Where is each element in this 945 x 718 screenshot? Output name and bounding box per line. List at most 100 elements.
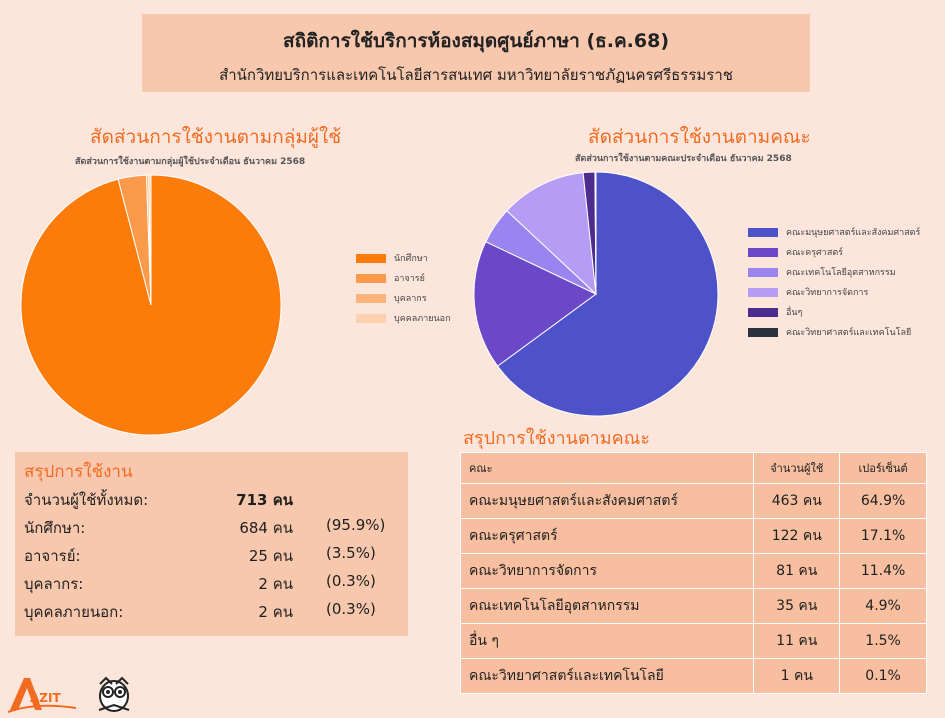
table-row: คณะครุศาสตร์ 122 คน 17.1% xyxy=(459,518,927,554)
column-header-percent: เปอร์เซ็นต์ xyxy=(839,452,927,484)
pie-slice xyxy=(148,174,152,306)
legend-swatch xyxy=(748,307,778,317)
summary-row: บุคคลภายนอก: 2 คน (0.3%) xyxy=(24,600,408,628)
percent-cell: 64.9% xyxy=(839,483,927,519)
azit-owl-logo: AZIT xyxy=(7,676,130,713)
usage-summary-title: สรุปการใช้งาน xyxy=(24,462,133,482)
summary-label: บุคคลภายนอก: xyxy=(24,603,124,621)
legend-swatch xyxy=(356,273,386,283)
summary-value: 684 คน xyxy=(239,519,293,537)
legend-swatch xyxy=(748,287,778,297)
legend-item: คณะวิทยาศาสตร์และเทคโนโลยี xyxy=(748,322,920,342)
legend-swatch xyxy=(748,327,778,337)
percent-cell: 0.1% xyxy=(839,658,927,694)
summary-value: 25 คน xyxy=(248,547,293,565)
users-cell: 122 คน xyxy=(753,518,841,554)
pie-slice xyxy=(506,172,597,296)
percent-cell: 11.4% xyxy=(839,553,927,589)
users-cell: 81 คน xyxy=(753,553,841,589)
legend-swatch xyxy=(748,227,778,237)
percent-cell: 1.5% xyxy=(839,623,927,659)
faculty-cell: คณะครุศาสตร์ xyxy=(459,518,755,554)
legend-label: บุคคลภายนอก xyxy=(394,314,451,324)
faculty-chart-subtitle: สัดส่วนการใช้งานตามคณะประจำเดือน ธันวาคม… xyxy=(575,154,792,164)
summary-label: จำนวนผู้ใช้ทั้งหมด: xyxy=(24,491,149,509)
users-cell: 11 คน xyxy=(753,623,841,659)
usage-summary-panel: สรุปการใช้งาน จำนวนผู้ใช้ทั้งหมด: 713 คน… xyxy=(15,452,408,636)
percent-cell: 4.9% xyxy=(839,588,927,624)
users-cell: 1 คน xyxy=(753,658,841,694)
legend-label: คณะมนุษยศาสตร์และสังคมศาสตร์ xyxy=(786,228,921,238)
summary-row: นักศึกษา: 684 คน (95.9%) xyxy=(24,516,408,544)
faculty-legend: คณะมนุษยศาสตร์และสังคมศาสตร์คณะครุศาสตร์… xyxy=(748,222,920,342)
legend-label: คณะวิทยาการจัดการ xyxy=(786,288,869,298)
legend-item: คณะมนุษยศาสตร์และสังคมศาสตร์ xyxy=(748,222,920,242)
table-row: คณะวิทยาการจัดการ 81 คน 11.4% xyxy=(459,553,927,589)
summary-percent: (0.3%) xyxy=(326,600,376,618)
faculty-cell: คณะมนุษยศาสตร์และสังคมศาสตร์ xyxy=(459,483,755,519)
report-title: สถิติการใช้บริการห้องสมุดศูนย์ภาษา (ธ.ค.… xyxy=(282,30,670,52)
legend-label: อาจารย์ xyxy=(394,274,425,284)
faculty-cell: คณะวิทยาศาสตร์และเทคโนโลยี xyxy=(459,658,755,694)
column-header-faculty: คณะ xyxy=(459,452,755,484)
column-header-users: จำนวนผู้ใช้ xyxy=(753,452,841,484)
users-cell: 463 คน xyxy=(753,483,841,519)
legend-item: บุคคลภายนอก xyxy=(356,308,451,328)
user-group-chart-title: สัดส่วนการใช้งานตามกลุ่มผู้ใช้ xyxy=(90,126,342,148)
summary-value: 2 คน xyxy=(258,575,293,593)
legend-swatch xyxy=(356,253,386,263)
user-group-legend: นักศึกษาอาจารย์บุคลากรบุคคลภายนอก xyxy=(356,248,451,328)
legend-swatch xyxy=(748,267,778,277)
table-row: คณะเทคโนโลยีอุตสาหกรรม 35 คน 4.9% xyxy=(459,588,927,624)
owl-icon xyxy=(98,676,130,712)
summary-percent: (3.5%) xyxy=(326,544,376,562)
faculty-cell: คณะเทคโนโลยีอุตสาหกรรม xyxy=(459,588,755,624)
legend-label: คณะครุศาสตร์ xyxy=(786,248,843,258)
pie-slice xyxy=(496,171,719,417)
legend-label: บุคลากร xyxy=(394,294,427,304)
summary-row: บุคลากร: 2 คน (0.3%) xyxy=(24,572,408,600)
summary-value: 2 คน xyxy=(258,603,293,621)
summary-label: อาจารย์: xyxy=(24,547,81,565)
legend-label: นักศึกษา xyxy=(394,254,428,264)
legend-item: คณะครุศาสตร์ xyxy=(748,242,920,262)
report-header: สถิติการใช้บริการห้องสมุดศูนย์ภาษา (ธ.ค.… xyxy=(142,14,810,92)
report-subtitle: สำนักวิทยบริการและเทคโนโลยีสารสนเทศ มหาว… xyxy=(219,66,733,84)
summary-label: บุคลากร: xyxy=(24,575,84,593)
legend-label: คณะวิทยาศาสตร์และเทคโนโลยี xyxy=(786,328,912,338)
legend-item: บุคลากร xyxy=(356,288,451,308)
users-cell: 35 คน xyxy=(753,588,841,624)
legend-item: คณะเทคโนโลยีอุตสาหกรรม xyxy=(748,262,920,282)
summary-percent: (0.3%) xyxy=(326,572,376,590)
faculty-chart-title: สัดส่วนการใช้งานตามคณะ xyxy=(588,126,811,148)
faculty-table-header-row: คณะ จำนวนผู้ใช้ เปอร์เซ็นต์ xyxy=(459,452,927,484)
summary-value: 713 คน xyxy=(236,491,293,509)
legend-swatch xyxy=(748,247,778,257)
legend-item: อื่นๆ xyxy=(748,302,920,322)
table-row: คณะมนุษยศาสตร์และสังคมศาสตร์ 463 คน 64.9… xyxy=(459,483,927,519)
legend-swatch xyxy=(356,313,386,323)
legend-item: คณะวิทยาการจัดการ xyxy=(748,282,920,302)
legend-item: นักศึกษา xyxy=(356,248,451,268)
legend-item: อาจารย์ xyxy=(356,268,451,288)
summary-row-total: จำนวนผู้ใช้ทั้งหมด: 713 คน xyxy=(24,488,408,516)
user-group-chart-subtitle: สัดส่วนการใช้งานตามกลุ่มผู้ใช้ประจำเดือน… xyxy=(75,157,306,167)
table-row: อื่น ๆ 11 คน 1.5% xyxy=(459,623,927,659)
summary-label: นักศึกษา: xyxy=(24,519,86,537)
faculty-table: คณะ จำนวนผู้ใช้ เปอร์เซ็นต์ คณะมนุษยศาสต… xyxy=(459,452,927,694)
legend-label: อื่นๆ xyxy=(786,308,803,318)
faculty-table-title: สรุปการใช้งานตามคณะ xyxy=(463,428,651,449)
table-row: คณะวิทยาศาสตร์และเทคโนโลยี 1 คน 0.1% xyxy=(459,658,927,694)
faculty-cell: อื่น ๆ xyxy=(459,623,755,659)
logo-text: AZIT xyxy=(30,691,61,705)
percent-cell: 17.1% xyxy=(839,518,927,554)
summary-row: อาจารย์: 25 คน (3.5%) xyxy=(24,544,408,572)
pie-slice xyxy=(594,171,597,295)
legend-swatch xyxy=(356,293,386,303)
summary-percent: (95.9%) xyxy=(326,516,386,534)
pie-slice xyxy=(473,241,597,367)
faculty-cell: คณะวิทยาการจัดการ xyxy=(459,553,755,589)
legend-label: คณะเทคโนโลยีอุตสาหกรรม xyxy=(786,268,896,278)
